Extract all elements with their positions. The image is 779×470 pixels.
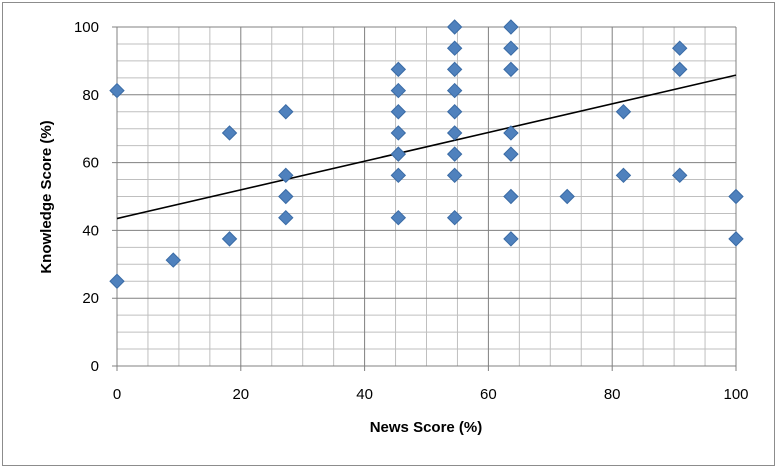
grid bbox=[112, 26, 737, 371]
data-point bbox=[615, 167, 632, 184]
data-point bbox=[446, 19, 463, 35]
data-point bbox=[615, 104, 632, 120]
x-tick-label: 0 bbox=[113, 386, 121, 403]
data-point bbox=[165, 252, 181, 268]
y-tick-label: 0 bbox=[91, 358, 99, 375]
data-point bbox=[446, 146, 463, 162]
data-point bbox=[446, 82, 463, 99]
data-point bbox=[109, 82, 125, 99]
data-point bbox=[559, 188, 575, 205]
data-point bbox=[446, 167, 463, 184]
data-point bbox=[728, 231, 744, 247]
data-point bbox=[503, 188, 519, 205]
data-point bbox=[390, 61, 407, 78]
data-point bbox=[278, 188, 294, 205]
data-point bbox=[672, 167, 688, 184]
data-points bbox=[109, 19, 744, 289]
trendline-layer bbox=[116, 74, 737, 220]
data-point bbox=[503, 231, 519, 247]
data-point bbox=[446, 61, 463, 78]
x-tick-label: 20 bbox=[232, 386, 249, 403]
data-point bbox=[503, 61, 519, 78]
data-point bbox=[390, 104, 407, 120]
y-axis-title: Knowledge Score (%) bbox=[38, 120, 55, 273]
y-tick-label: 40 bbox=[82, 222, 99, 239]
y-tick-label: 100 bbox=[74, 19, 99, 36]
data-point bbox=[672, 61, 688, 78]
x-tick-label: 40 bbox=[356, 386, 373, 403]
y-tick-label: 80 bbox=[82, 87, 99, 104]
data-point bbox=[446, 40, 463, 56]
y-tick-label: 20 bbox=[82, 290, 99, 307]
data-point bbox=[728, 188, 744, 205]
data-point bbox=[278, 167, 294, 184]
x-tick-label: 60 bbox=[480, 386, 497, 403]
data-point bbox=[109, 273, 125, 289]
x-tick-label: 80 bbox=[604, 386, 621, 403]
data-point bbox=[390, 125, 407, 141]
data-point bbox=[446, 104, 463, 120]
trendline bbox=[116, 74, 737, 220]
tick-labels: 0 20 40 60 80 100 0 20 40 60 80 100 bbox=[74, 19, 749, 403]
data-point bbox=[221, 125, 238, 141]
data-point bbox=[446, 209, 463, 226]
chart-frame bbox=[2, 2, 775, 466]
data-point bbox=[446, 125, 463, 141]
x-axis-title: News Score (%) bbox=[370, 419, 483, 436]
data-point bbox=[390, 82, 407, 99]
x-tick-label: 100 bbox=[723, 386, 748, 403]
data-point bbox=[503, 19, 519, 35]
data-point bbox=[672, 40, 688, 56]
y-tick-label: 60 bbox=[82, 155, 99, 172]
data-point bbox=[503, 125, 519, 141]
data-point bbox=[221, 231, 238, 247]
data-point bbox=[503, 146, 519, 162]
data-point bbox=[390, 209, 407, 226]
data-point bbox=[390, 167, 407, 184]
data-point bbox=[503, 40, 519, 56]
data-point bbox=[390, 146, 407, 162]
data-point bbox=[278, 209, 294, 226]
data-point bbox=[278, 104, 294, 120]
